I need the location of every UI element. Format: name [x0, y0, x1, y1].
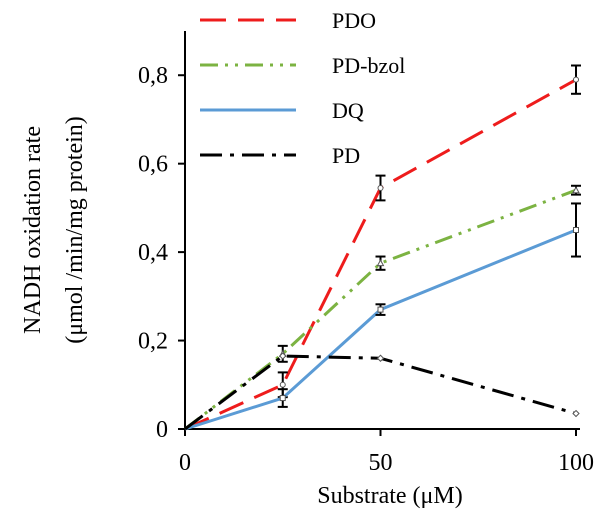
data-point: [572, 186, 580, 194]
data-point: [572, 409, 580, 418]
legend-label: DQ: [332, 98, 364, 123]
axes: 0 0,2 0,4 0,6 0,8 0 50 100: [138, 31, 594, 476]
series-pd: [184, 352, 580, 431]
y-tick-label: 0,2: [138, 329, 168, 355]
series-line: [184, 228, 577, 431]
data-point: [573, 227, 579, 233]
series-dq: [184, 202, 581, 431]
data-point: [376, 259, 385, 267]
x-tick-label: 0: [179, 450, 191, 476]
data-point: [377, 306, 384, 313]
x-tick-label: 100: [558, 450, 594, 476]
data-point: [376, 354, 385, 362]
y-tick-label: 0,6: [138, 152, 168, 178]
y-axis-units: (μmol /min/mg protein): [62, 116, 88, 344]
data-point: [377, 184, 384, 191]
x-tick-label: 50: [369, 450, 393, 476]
y-axis-title: NADH oxidation rate: [20, 126, 46, 334]
data-point: [573, 76, 579, 83]
legend: PDO PD-bzol DQ PD: [200, 8, 405, 168]
data-point: [279, 395, 286, 402]
y-tick-label: 0,8: [138, 63, 168, 89]
legend-label: PDO: [332, 8, 376, 33]
x-axis-title: Substrate (μM): [317, 483, 463, 509]
data-point: [279, 381, 286, 388]
data-point: [279, 352, 287, 360]
legend-label: PD-bzol: [332, 53, 405, 78]
series-layer: [184, 64, 581, 431]
y-tick-label: 0: [156, 417, 168, 443]
series-pdo: [184, 64, 581, 431]
series-line: [184, 78, 577, 431]
legend-label: PD: [332, 143, 360, 168]
series-line: [184, 354, 577, 431]
y-tick-label: 0,4: [138, 240, 168, 266]
